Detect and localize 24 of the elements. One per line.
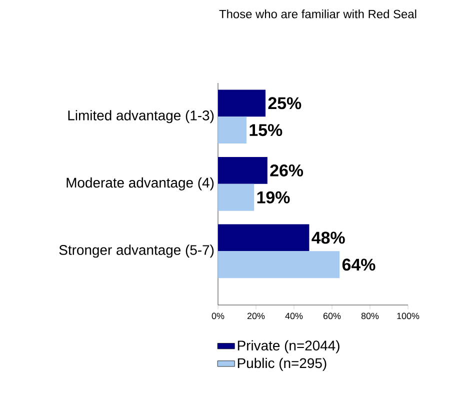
bar (218, 157, 268, 184)
data-label: 64% (342, 258, 376, 271)
bar (218, 184, 254, 211)
y-tick-label: Stronger advantage (5-7) (59, 244, 214, 258)
y-tick-label: Limited advantage (1-3) (68, 110, 214, 124)
legend-label: Public (n=295) (238, 358, 326, 371)
data-label: 19% (257, 191, 290, 204)
bar (218, 116, 247, 144)
bar (218, 90, 266, 117)
data-label: 25% (268, 97, 302, 110)
x-tick-label: 40% (285, 312, 303, 320)
y-tick-label: Moderate advantage (4) (66, 177, 214, 190)
chart-title: Those who are familiar with Red Seal (219, 10, 416, 18)
data-label: 15% (250, 124, 282, 136)
data-label: 26% (270, 164, 304, 176)
x-tick-label: 20% (247, 312, 265, 320)
x-tick-label: 100% (397, 312, 420, 320)
data-label: 48% (312, 232, 345, 244)
bar (218, 251, 340, 278)
x-tick-label: 60% (323, 312, 341, 320)
bar (218, 224, 310, 252)
x-tick-label: 0% (212, 312, 224, 320)
x-tick-label: 80% (361, 312, 379, 320)
legend-label: Private (n=2044) (238, 340, 340, 354)
